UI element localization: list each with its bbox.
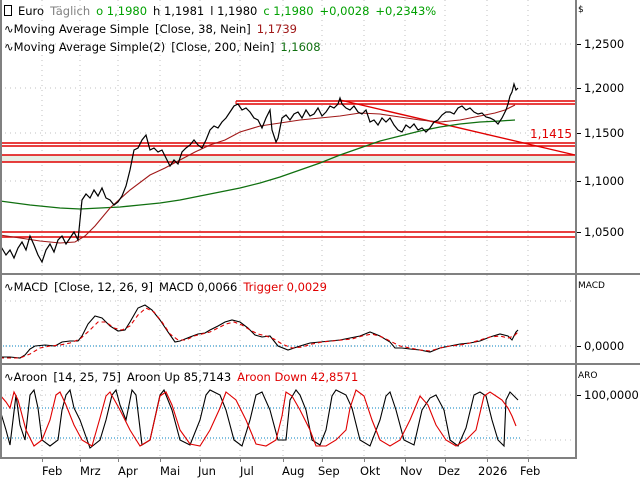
aroon-up-line	[0, 388, 519, 449]
price-tick: 1,2500	[584, 37, 625, 51]
ma200-name: Moving Average Simple(2)	[13, 40, 166, 54]
x-label: Mrz	[80, 464, 101, 478]
aroon-tick: 100,0000	[584, 388, 639, 402]
price-candles	[0, 81, 519, 264]
tick	[577, 181, 581, 182]
x-tick	[405, 458, 406, 462]
wave-icon: ∿	[4, 370, 14, 384]
x-tick	[364, 458, 365, 462]
x-tick	[240, 458, 241, 462]
aroon-legend[interactable]: ∿Aroon [14, 25, 75] Aroon Up 85,7143 Aroon …	[4, 370, 364, 384]
x-tick	[80, 458, 81, 462]
price-tick: 1,0500	[584, 225, 625, 239]
macd-line	[0, 304, 519, 359]
tick	[577, 395, 581, 396]
x-label: Nov	[400, 464, 423, 478]
close-value: c 1,1980	[263, 4, 314, 18]
x-label: Apr	[118, 464, 138, 478]
x-tick	[118, 458, 119, 462]
grid	[0, 0, 575, 458]
y-axis-line	[575, 0, 577, 459]
x-label: Sep	[318, 464, 340, 478]
x-axis-line	[0, 457, 577, 459]
price-tick: 1,1000	[584, 174, 625, 188]
aroon-down-value: Aroon Down 42,8571	[237, 370, 359, 384]
x-label: Mai	[160, 464, 181, 478]
macd-trigger-line	[0, 307, 519, 359]
wave-icon: ∿	[4, 40, 14, 54]
high-value: h 1,1981	[153, 4, 205, 18]
change-abs: +0,0028	[319, 4, 370, 18]
ma200-line	[0, 119, 516, 210]
support-band	[0, 155, 575, 162]
ma200-legend[interactable]: ∿Moving Average Simple(2) [Close, 200, Ne…	[4, 40, 327, 54]
macd-legend[interactable]: ∿MACD [Close, 12, 26, 9] MACD 0,0066 Trigge…	[4, 280, 333, 294]
x-label: Okt	[360, 464, 381, 478]
x-label: Jul	[240, 464, 254, 478]
ma200-params: [Close, 200, Nein]	[171, 40, 275, 54]
ma38-legend[interactable]: ∿Moving Average Simple [Close, 38, Nein] 1…	[4, 22, 303, 36]
macd-params: [Close, 12, 26, 9]	[54, 280, 153, 294]
tick	[577, 88, 581, 89]
x-label: Dez	[438, 464, 460, 478]
low-value: l 1,1980	[210, 4, 258, 18]
open-value: o 1,1980	[96, 4, 148, 18]
tick	[577, 232, 581, 233]
trend-line	[339, 99, 576, 156]
left-border	[0, 0, 2, 459]
interval: Täglich	[50, 4, 91, 18]
x-tick	[200, 458, 201, 462]
horizontal-lines	[0, 100, 575, 238]
x-label: 2026	[478, 464, 508, 478]
macd-trigger: Trigger 0,0029	[243, 280, 327, 294]
macd-tick: 0,0000	[584, 339, 625, 353]
x-label: Feb	[520, 464, 541, 478]
price-tick: 1,2000	[584, 81, 625, 95]
wave-icon: ∿	[4, 280, 14, 294]
x-tick	[445, 458, 446, 462]
candle-icon	[4, 5, 12, 16]
x-label: Feb	[42, 464, 63, 478]
panel-separator[interactable]	[0, 363, 640, 365]
ma200-value: 1,1608	[280, 40, 321, 54]
ma38-params: [Close, 38, Nein]	[155, 22, 251, 36]
x-label: Aug	[282, 464, 305, 478]
aroon-up-value: Aroon Up 85,7143	[126, 370, 232, 384]
panel-separator[interactable]	[0, 273, 640, 275]
aroon-axis-title: ARO	[578, 371, 598, 381]
x-tick	[160, 458, 161, 462]
price-tick: 1,1500	[584, 126, 625, 140]
x-tick	[283, 458, 284, 462]
x-tick	[528, 458, 529, 462]
macd-name: MACD	[13, 280, 49, 294]
x-label: Jun	[198, 464, 216, 478]
wave-icon: ∿	[4, 22, 14, 36]
price-legend: Euro Täglich o 1,1980 h 1,1981 l 1,1980 c 1,1…	[4, 4, 442, 18]
aroon-down-line	[0, 389, 517, 447]
aroon-name: Aroon	[13, 370, 48, 384]
change-pct: +0,2343%	[375, 4, 437, 18]
ma38-name: Moving Average Simple	[13, 22, 149, 36]
tick	[577, 133, 581, 134]
ma38-line	[0, 104, 516, 244]
x-tick	[322, 458, 323, 462]
x-tick	[487, 458, 488, 462]
currency-label: $	[578, 5, 584, 15]
ma38-value: 1,1739	[256, 22, 297, 36]
macd-value: MACD 0,0066	[158, 280, 238, 294]
tick	[577, 346, 581, 347]
tick	[577, 44, 581, 45]
price-annotation-label: 1,1415	[530, 127, 572, 141]
aroon-params: [14, 25, 75]	[53, 370, 121, 384]
symbol-name: Euro	[18, 4, 45, 18]
x-tick	[42, 458, 43, 462]
macd-axis-title: MACD	[578, 281, 605, 291]
